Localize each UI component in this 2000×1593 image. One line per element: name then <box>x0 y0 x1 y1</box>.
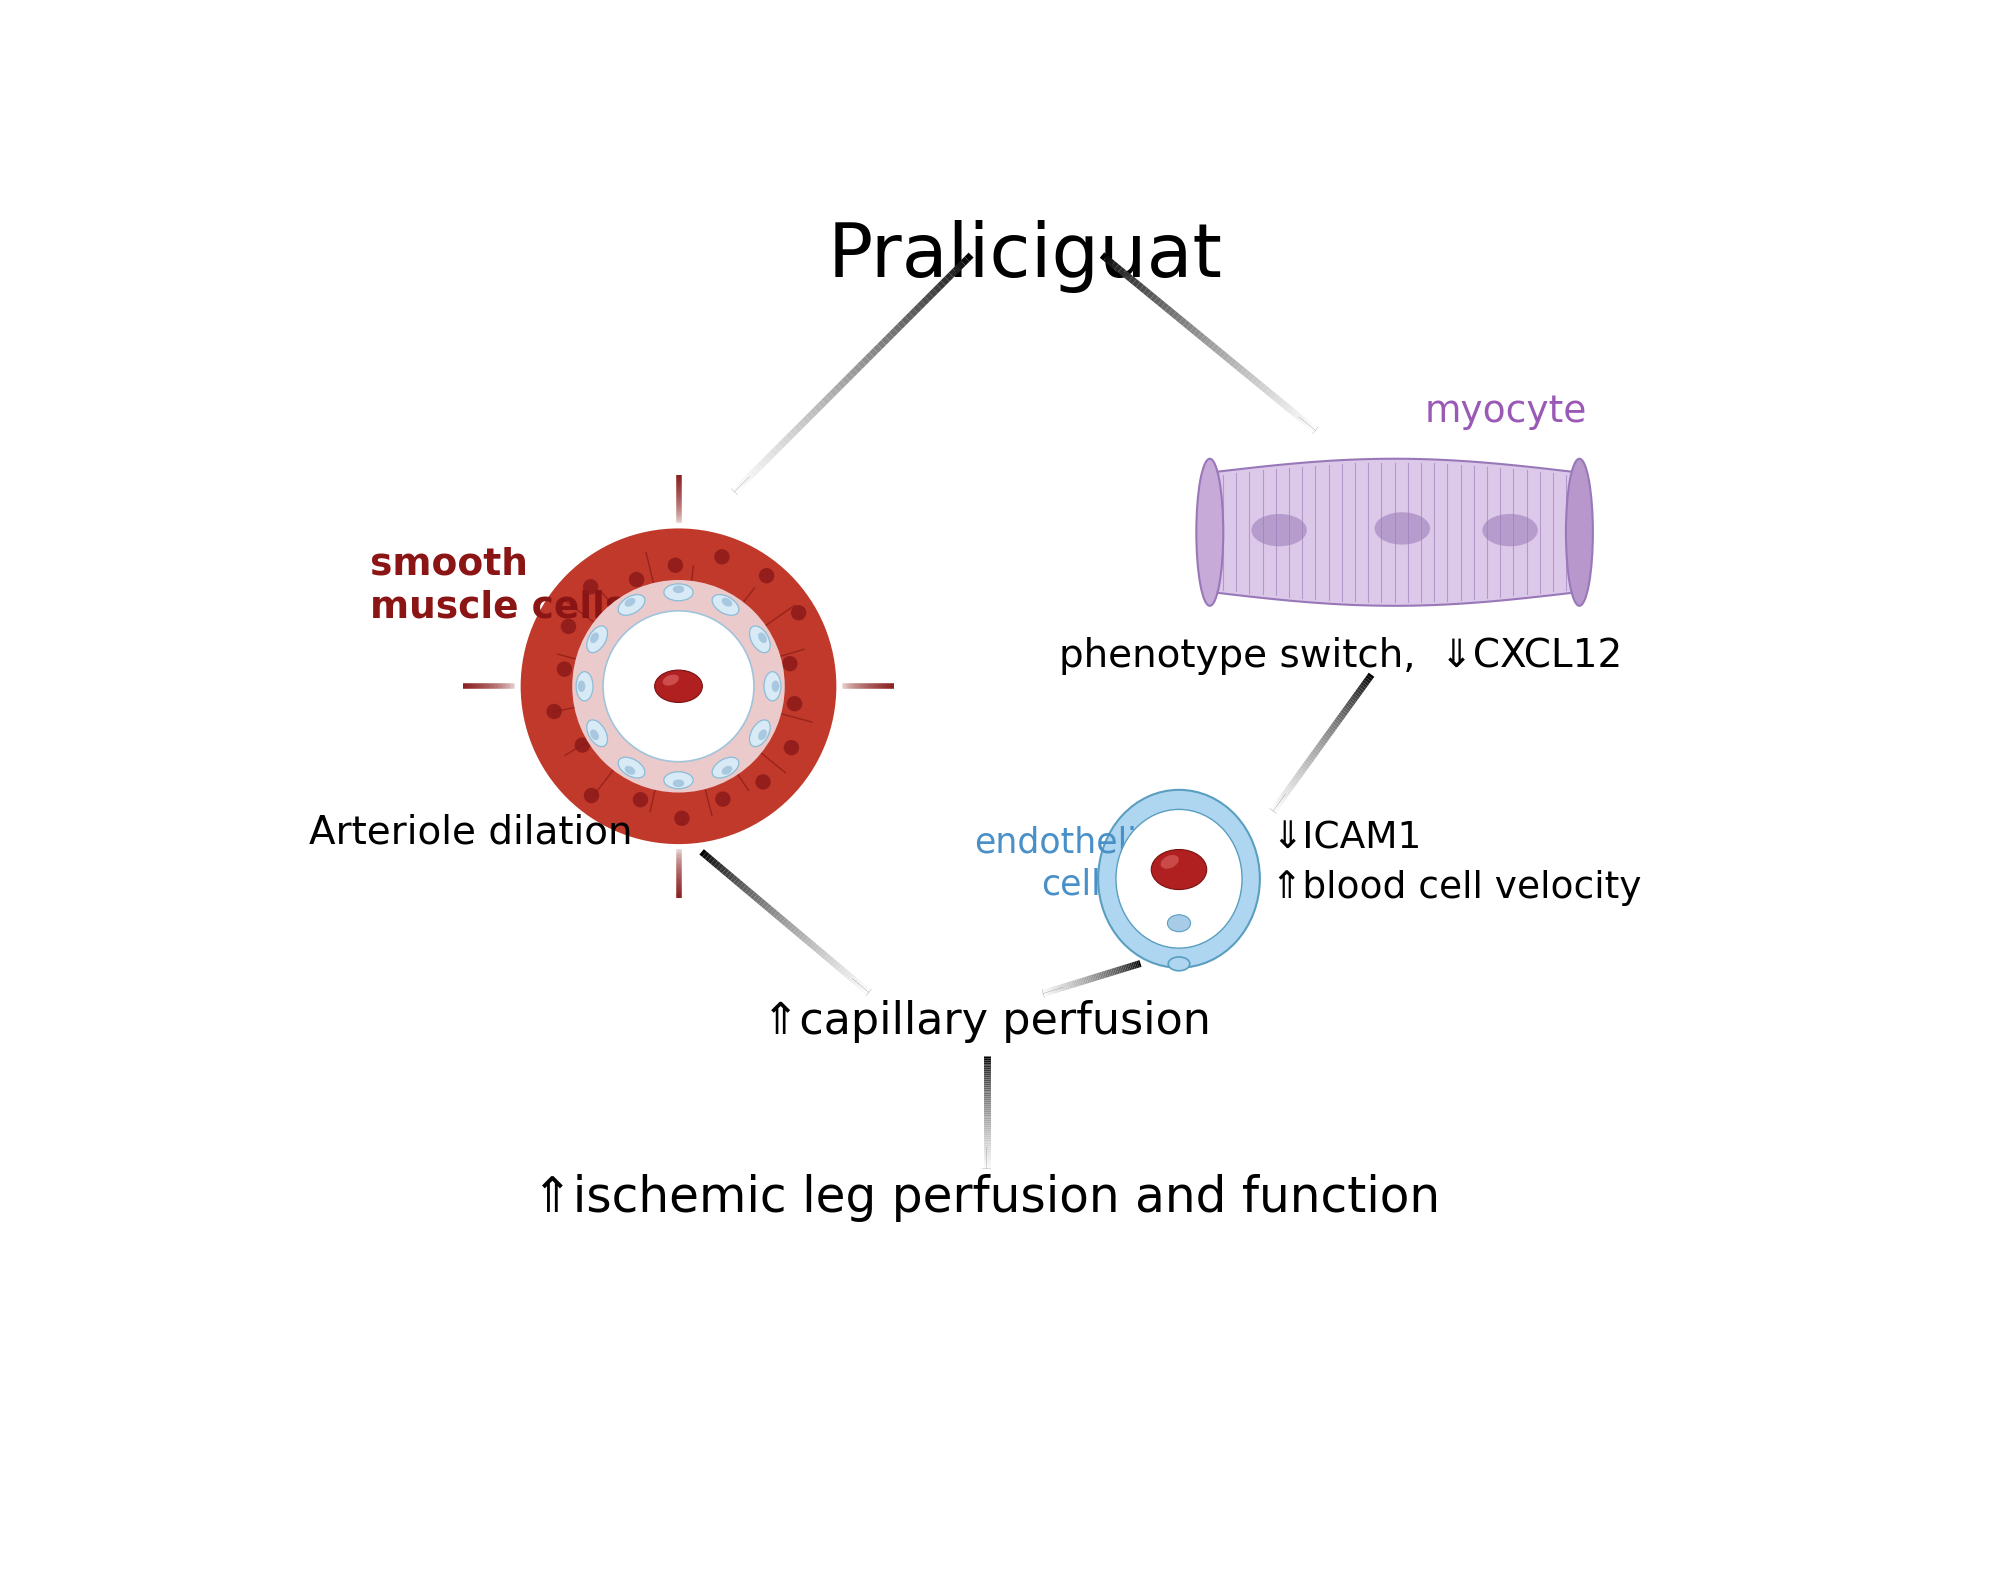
Ellipse shape <box>772 680 780 691</box>
Text: ⇑capillary perfusion: ⇑capillary perfusion <box>762 1000 1210 1043</box>
Ellipse shape <box>1098 790 1260 967</box>
Circle shape <box>668 558 684 573</box>
Circle shape <box>632 792 648 808</box>
Text: Praliciguat: Praliciguat <box>828 220 1222 293</box>
Text: ⇑ischemic leg perfusion and function: ⇑ischemic leg perfusion and function <box>532 1174 1440 1222</box>
Circle shape <box>604 610 754 761</box>
Ellipse shape <box>1566 459 1592 605</box>
Ellipse shape <box>654 671 702 703</box>
Ellipse shape <box>672 585 684 593</box>
Polygon shape <box>1210 459 1580 605</box>
Circle shape <box>784 741 800 755</box>
Ellipse shape <box>758 632 766 644</box>
Circle shape <box>758 569 774 583</box>
Ellipse shape <box>1116 809 1242 948</box>
Ellipse shape <box>664 771 694 789</box>
Text: Arteriole dilation: Arteriole dilation <box>308 814 632 852</box>
Circle shape <box>756 774 770 790</box>
Ellipse shape <box>1168 914 1190 932</box>
Ellipse shape <box>750 720 770 747</box>
Ellipse shape <box>578 680 586 691</box>
Circle shape <box>782 656 798 671</box>
Circle shape <box>520 529 836 844</box>
Ellipse shape <box>664 585 694 601</box>
Ellipse shape <box>1168 957 1190 970</box>
Ellipse shape <box>712 594 738 615</box>
Ellipse shape <box>758 730 766 741</box>
Circle shape <box>560 618 576 634</box>
Ellipse shape <box>1374 513 1430 545</box>
Text: smooth
muscle cells: smooth muscle cells <box>370 546 628 626</box>
Circle shape <box>584 789 600 803</box>
Text: myocyte: myocyte <box>1424 393 1588 430</box>
Circle shape <box>628 572 644 588</box>
Circle shape <box>546 704 562 718</box>
Ellipse shape <box>618 757 644 777</box>
Ellipse shape <box>590 730 598 741</box>
Circle shape <box>790 605 806 620</box>
Ellipse shape <box>712 757 738 777</box>
Circle shape <box>582 580 598 594</box>
Ellipse shape <box>618 594 644 615</box>
Ellipse shape <box>590 632 598 644</box>
Ellipse shape <box>722 766 732 774</box>
Ellipse shape <box>764 672 780 701</box>
Ellipse shape <box>1160 855 1178 868</box>
Circle shape <box>556 661 572 677</box>
Ellipse shape <box>624 597 636 607</box>
Ellipse shape <box>672 779 684 787</box>
Ellipse shape <box>722 597 732 607</box>
Ellipse shape <box>662 674 678 685</box>
Ellipse shape <box>624 766 636 774</box>
Text: ⇓ICAM1
⇑blood cell velocity: ⇓ICAM1 ⇑blood cell velocity <box>1272 820 1642 906</box>
Circle shape <box>786 696 802 712</box>
Text: endothelial
cell: endothelial cell <box>974 825 1168 902</box>
Ellipse shape <box>1482 515 1538 546</box>
Text: phenotype switch,  ⇓CXCL12: phenotype switch, ⇓CXCL12 <box>1060 637 1622 674</box>
Circle shape <box>574 738 590 753</box>
Ellipse shape <box>576 672 594 701</box>
Circle shape <box>716 792 730 806</box>
Ellipse shape <box>1252 515 1306 546</box>
Ellipse shape <box>1196 459 1224 605</box>
Ellipse shape <box>1152 849 1206 889</box>
Ellipse shape <box>586 626 608 653</box>
Circle shape <box>674 811 690 827</box>
Circle shape <box>572 580 784 793</box>
Ellipse shape <box>750 626 770 653</box>
Ellipse shape <box>586 720 608 747</box>
Circle shape <box>714 550 730 564</box>
